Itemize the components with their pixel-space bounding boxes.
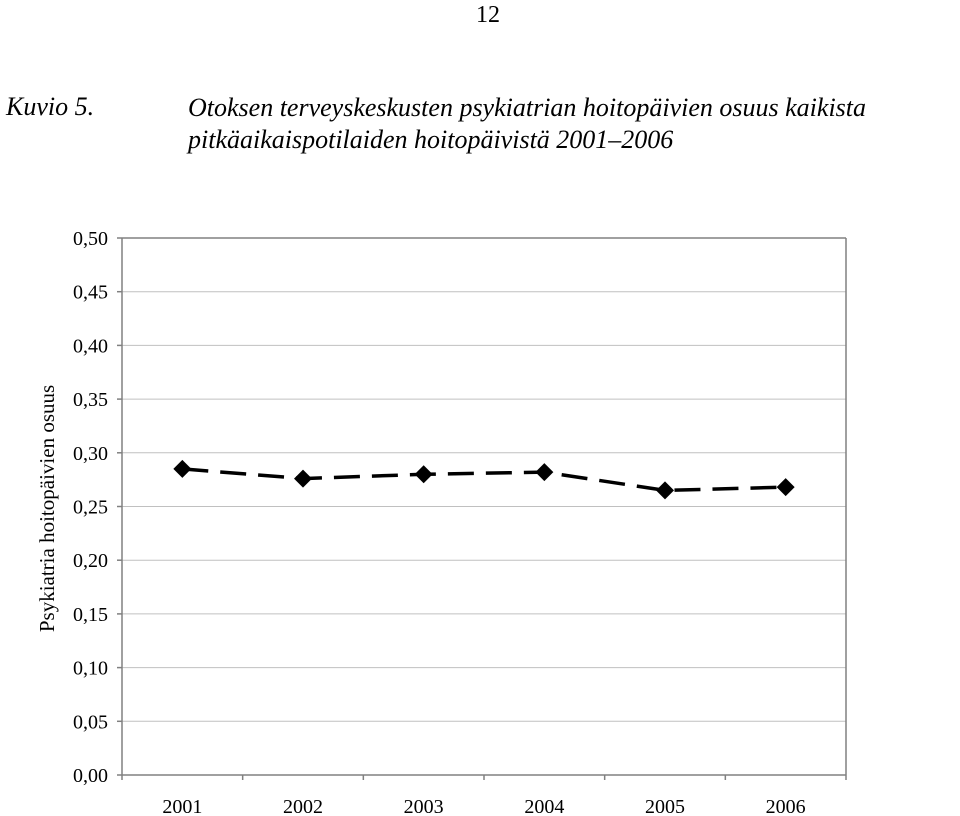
data-point-marker xyxy=(294,469,312,488)
figure-label: Kuvio 5. xyxy=(6,92,95,121)
y-tick-label: 0,10 xyxy=(73,658,108,680)
y-axis-ticks: 0,00 0,05 0,10 0,15 0,20 0,25 0,30 0,35 0,40 0,45… xyxy=(73,228,122,787)
data-point-marker xyxy=(535,463,554,482)
x-tick-label: 2003 xyxy=(404,796,444,816)
y-tick-label: 0,40 xyxy=(73,335,108,357)
x-tick-label: 2002 xyxy=(283,796,323,816)
y-tick-label: 0,30 xyxy=(73,443,108,465)
series-line xyxy=(182,467,786,493)
y-tick-label: 0,20 xyxy=(73,550,108,572)
figure-title-line-2: pitkäaikaispotilaiden hoitopäivistä 2001… xyxy=(188,125,674,154)
data-point-marker xyxy=(414,465,433,484)
gridlines xyxy=(122,237,846,722)
y-tick-label: 0,15 xyxy=(73,604,108,626)
data-point-marker xyxy=(173,459,192,478)
x-tick-label: 2006 xyxy=(766,796,806,816)
y-axis-label: Psykiatria hoitopäivien osuus xyxy=(35,385,59,632)
figure-title-line-1: Otoksen terveyskeskusten psykiatrian hoi… xyxy=(188,93,867,122)
x-tick-label: 2001 xyxy=(162,796,202,816)
series-layer xyxy=(173,459,795,500)
data-point-marker xyxy=(656,481,674,500)
y-tick-label: 0,05 xyxy=(73,711,108,733)
page-number: 12 xyxy=(476,2,500,28)
x-tick-label: 2004 xyxy=(524,796,564,816)
figure-title: Otoksen terveyskeskusten psykiatrian hoi… xyxy=(188,92,958,156)
y-tick-label: 0,50 xyxy=(73,228,108,250)
y-tick-label: 0,25 xyxy=(73,497,108,519)
x-tick-label: 2005 xyxy=(645,796,685,816)
data-point-marker xyxy=(776,478,795,497)
y-tick-label: 0,35 xyxy=(73,389,108,411)
x-axis-ticks: 2001 2002 2003 2004 2005 2006 xyxy=(121,775,847,816)
y-tick-label: 0,45 xyxy=(73,282,108,304)
y-tick-label: 0,00 xyxy=(73,765,108,787)
